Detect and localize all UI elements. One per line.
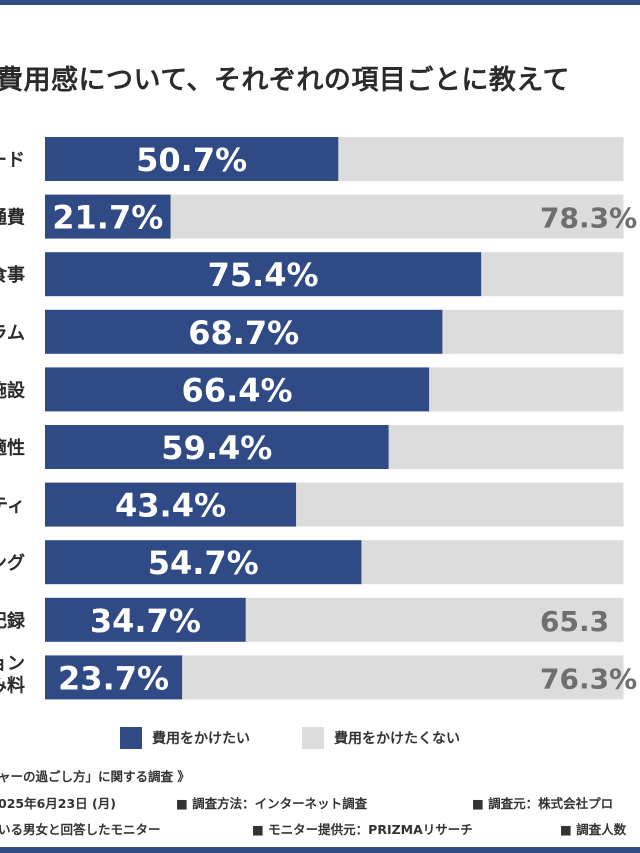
legend-swatch-not-want	[302, 727, 324, 749]
bar-not-want	[429, 367, 624, 412]
note-count: ■ 調査人数	[560, 822, 627, 837]
note-provider: ■ モニター提供元：PRIZMAリサーチ	[252, 822, 473, 837]
bar-want	[45, 252, 482, 297]
bar-want	[45, 194, 171, 239]
note-org: ■ 調査元：株式会社プロ	[472, 796, 614, 811]
legend: 費用をかけたい 費用をかけたくない	[0, 727, 640, 749]
note-period: 025年6月23日 (月)	[0, 796, 116, 811]
legend-label-not-want: 費用をかけたくない	[334, 731, 460, 747]
bar-not-want	[388, 425, 624, 469]
bar-not-want	[338, 137, 624, 181]
category-label: 込み料	[0, 674, 25, 696]
value-label-want: 75.4%	[208, 256, 319, 294]
chart-title: 費用感について、それぞれの項目ごとに教えて	[0, 65, 570, 96]
bar-want	[45, 367, 430, 412]
value-label-want: 68.7%	[188, 314, 299, 352]
category-label: 適性	[0, 437, 25, 459]
bar-not-want	[361, 540, 624, 585]
note-survey-name: ャーの過ごし方」に関する調査 》	[0, 769, 190, 784]
bar-want	[45, 425, 389, 469]
bar-not-want	[442, 309, 624, 354]
value-label-want: 59.4%	[161, 429, 272, 467]
bar-not-want	[481, 252, 624, 297]
bar-want	[45, 137, 339, 181]
bar-not-want	[296, 482, 624, 527]
legend-swatch-want	[120, 727, 142, 749]
bar-not-want	[245, 597, 624, 642]
value-label-want: 54.7%	[148, 544, 259, 582]
value-label-want: 50.7%	[136, 141, 247, 179]
bar-not-want	[182, 655, 624, 700]
bar-want	[45, 482, 297, 527]
value-label-not-want: 78.3%	[540, 202, 637, 235]
category-label: 食事	[0, 264, 25, 286]
bar-want	[45, 309, 443, 354]
category-label: ング	[0, 552, 25, 574]
top-border	[0, 0, 640, 5]
value-label-want: 21.7%	[52, 199, 163, 237]
value-label-not-want: 76.3%	[540, 662, 637, 695]
note-method: ■ 調査方法：インターネット調査	[176, 796, 368, 811]
note-target: いる男女と回答したモニター	[0, 822, 161, 837]
value-label-not-want: 65.3	[540, 605, 609, 638]
bar-want	[45, 655, 183, 700]
bar-not-want	[170, 194, 624, 239]
bar-chart: 50.7% ード 21.7% 78.3% 通費 75.4% 食事 68.7% ラム 66.4% 施設…	[0, 137, 637, 700]
legend-label-want: 費用をかけたい	[152, 731, 250, 747]
category-label: 記録	[0, 610, 26, 632]
category-label: ティ	[0, 496, 25, 517]
value-label-want: 43.4%	[115, 487, 226, 525]
category-label: 通費	[0, 207, 25, 229]
bar-want	[45, 597, 246, 642]
category-label: ョン	[0, 653, 25, 674]
bar-want	[45, 540, 362, 585]
value-label-want: 66.4%	[182, 371, 293, 409]
value-label-want: 23.7%	[58, 659, 169, 697]
value-label-want: 34.7%	[90, 602, 201, 640]
category-label: ラム	[0, 323, 25, 344]
category-label: ード	[0, 150, 25, 171]
category-label: 施設	[0, 379, 26, 401]
bottom-border	[0, 847, 640, 853]
